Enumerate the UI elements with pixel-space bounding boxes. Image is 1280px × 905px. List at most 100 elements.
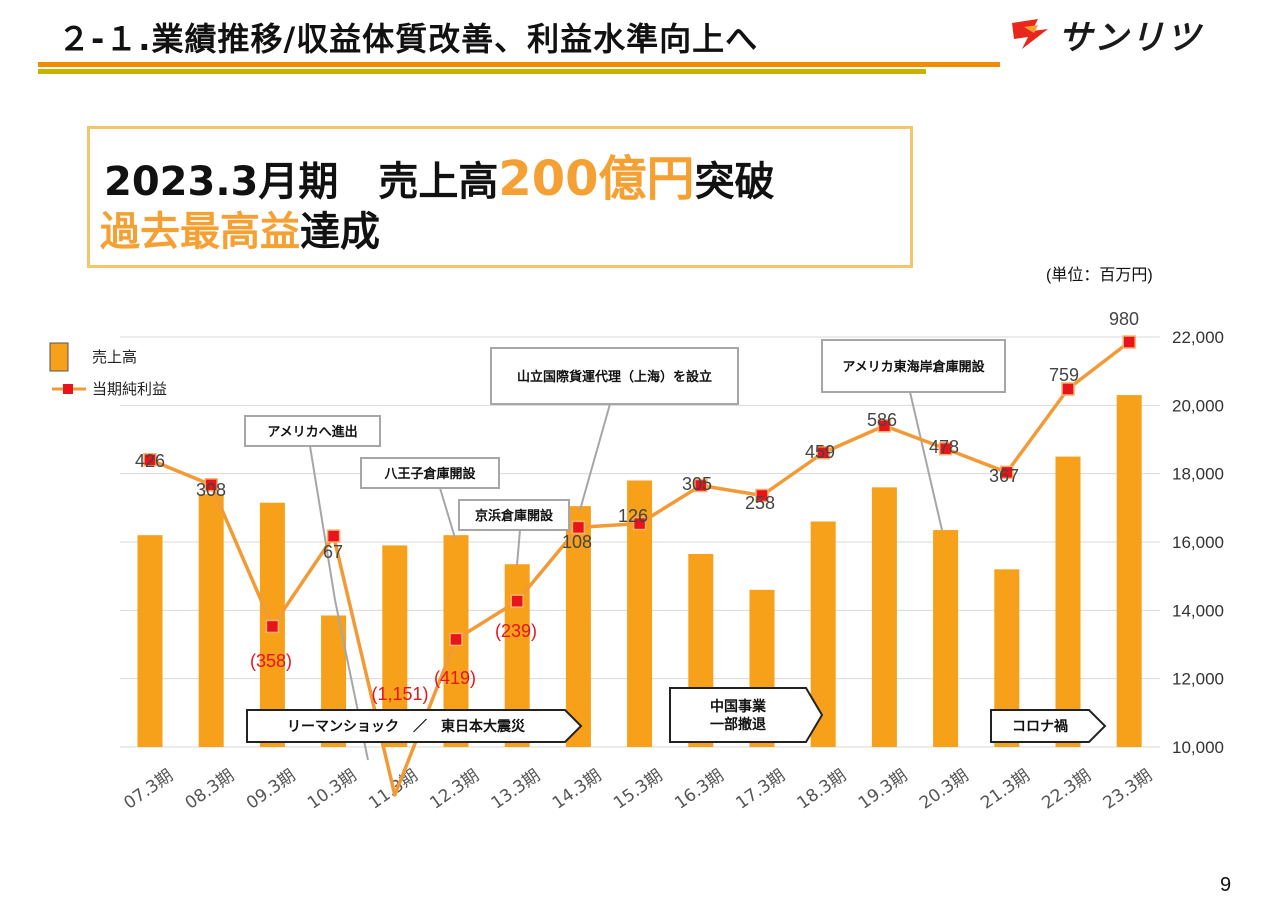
headline-sales-label: 2023.3月期 売上高 <box>104 159 499 205</box>
profit-data-label: (239) <box>495 621 537 641</box>
profit-marker <box>632 516 647 531</box>
annotation-box <box>490 347 739 405</box>
profit-marker <box>694 478 708 493</box>
annotation-text: 京浜倉庫開設 <box>475 508 554 524</box>
headline-sales-amount: 200億円 <box>498 151 695 207</box>
x-tick-label: 15.3期 <box>610 766 666 814</box>
headline-line2: 過去最高益達成 <box>100 199 380 257</box>
x-tick-label: 09.3期 <box>243 766 299 814</box>
annotation-leader <box>309 445 336 601</box>
x-tick-label: 18.3期 <box>794 766 850 814</box>
x-tick-label: 10.3期 <box>304 766 360 814</box>
legend-sales-label: 売上高 <box>92 348 137 366</box>
profit-data-label: (419) <box>434 668 476 688</box>
sales-bar <box>871 487 897 747</box>
headline-record-suffix: 達成 <box>300 209 380 255</box>
profit-marker <box>1122 335 1136 349</box>
annotation-text: アメリカ東海岸倉庫開設 <box>842 359 985 375</box>
y-tick-label: 20,000 <box>1172 396 1224 415</box>
y-tick-label: 18,000 <box>1172 465 1224 484</box>
profit-marker <box>1061 382 1075 396</box>
event-banner-text: コロナ禍 <box>1012 718 1068 735</box>
profit-marker <box>143 453 157 467</box>
sales-bar <box>933 530 959 747</box>
y-tick-label: 22,000 <box>1172 328 1224 347</box>
sales-bar <box>198 494 224 747</box>
x-tick-label: 17.3期 <box>732 766 788 814</box>
profit-data-label: 759 <box>1049 365 1079 385</box>
event-banner <box>246 709 583 743</box>
annotation-leader <box>439 487 456 539</box>
company-logo: サンリツ <box>1008 14 1202 58</box>
y-tick-label: 10,000 <box>1172 738 1224 757</box>
annotation-leader <box>579 403 611 511</box>
sales-bar <box>565 506 591 747</box>
profit-data-label: 586 <box>867 410 897 430</box>
title-rule-orange <box>38 62 1000 67</box>
profit-data-label: 305 <box>682 474 712 494</box>
x-tick-label: 21.3期 <box>977 766 1033 814</box>
profit-data-label: 426 <box>135 451 165 471</box>
x-tick-label: 13.3期 <box>488 766 544 814</box>
x-tick-label: 22.3期 <box>1038 766 1094 814</box>
x-tick-label: 16.3期 <box>671 766 727 814</box>
profit-marker <box>510 594 524 608</box>
legend-profit-label: 当期純利益 <box>92 380 167 398</box>
profit-data-label: 108 <box>562 532 592 552</box>
profit-data-label: (1,151) <box>371 684 428 704</box>
y-tick-label: 12,000 <box>1172 670 1224 689</box>
legend-marker-swatch <box>63 384 73 394</box>
profit-marker <box>938 441 953 456</box>
annotation-text: アメリカへ進出 <box>267 424 357 440</box>
event-banner-text: リーマンショック ／ 東日本大震災 <box>287 718 526 735</box>
profit-data-label: 67 <box>323 542 343 562</box>
annotation-box <box>360 457 500 489</box>
logo-mark-icon <box>1012 19 1048 49</box>
x-tick-label: 20.3期 <box>916 766 972 814</box>
profit-marker <box>755 488 769 503</box>
annotation-leader <box>516 529 521 566</box>
annotation-box <box>458 499 570 531</box>
headline-line1: 2023.3月期 売上高200億円突破 <box>104 139 775 209</box>
annotation-box <box>244 415 381 447</box>
profit-marker <box>1000 465 1014 480</box>
sales-bar <box>1116 395 1142 747</box>
profit-data-label: 459 <box>805 442 835 462</box>
profit-data-label: 126 <box>618 506 648 526</box>
profit-marker <box>571 520 586 535</box>
x-tick-label: 08.3期 <box>182 766 238 814</box>
sales-bar <box>1055 456 1081 747</box>
profit-marker <box>816 446 830 460</box>
profit-marker <box>449 632 463 647</box>
event-banner <box>990 709 1107 743</box>
y-tick-label: 14,000 <box>1172 601 1224 620</box>
event-banner-text: 中国事業 <box>710 698 767 715</box>
x-tick-label: 07.3期 <box>120 766 176 814</box>
x-tick-label: 12.3期 <box>426 766 482 814</box>
profit-data-label: 980 <box>1109 309 1139 329</box>
unit-label: (単位：百万円) <box>1046 267 1153 284</box>
profit-marker <box>877 419 892 433</box>
profit-marker <box>204 478 218 492</box>
headline-sales-suffix: 突破 <box>694 159 775 205</box>
x-tick-label: 14.3期 <box>549 766 605 814</box>
event-banner <box>669 687 824 743</box>
sales-bar <box>137 535 163 747</box>
title-rule-olive <box>38 69 926 74</box>
page-title: ２-１.業績推移/収益体質改善、利益水準向上へ <box>58 20 759 58</box>
headline-record-profit: 過去最高益 <box>100 209 300 255</box>
headline-box: 2023.3月期 売上高200億円突破 過去最高益達成 <box>87 126 913 268</box>
profit-data-label: 367 <box>989 466 1019 486</box>
profit-marker <box>326 529 341 543</box>
logo-text: サンリツ <box>1058 17 1202 58</box>
profit-data-label: 258 <box>745 493 775 513</box>
legend-bar-swatch <box>49 342 69 372</box>
profit-data-label: 308 <box>196 480 226 500</box>
y-tick-label: 16,000 <box>1172 533 1224 552</box>
profit-data-label: 478 <box>929 437 959 457</box>
x-tick-label: 23.3期 <box>1100 766 1156 814</box>
page-number: 9 <box>1220 874 1232 896</box>
performance-chart: 10,000 12,000 14,000 16,000 18,000 20,000 22,0… <box>49 309 1224 814</box>
annotation-text: 八王子倉庫開設 <box>383 466 476 482</box>
profit-data-label: (358) <box>250 651 292 671</box>
